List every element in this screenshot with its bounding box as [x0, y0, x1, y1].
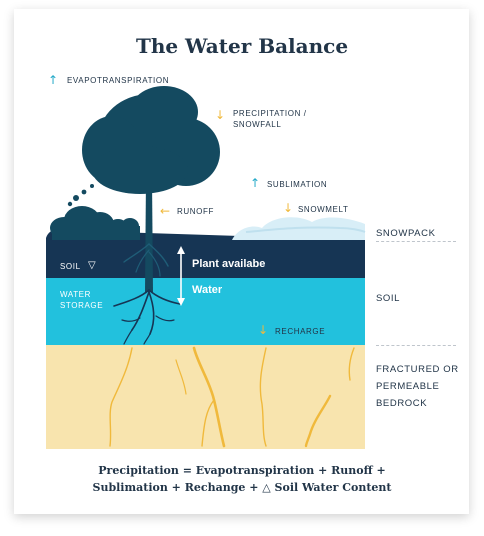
bedrock-fractures — [109, 346, 355, 448]
arrow-up-icon: ↑ — [250, 176, 261, 190]
soil-layer — [46, 238, 365, 278]
formula-line1: Precipitation = Evapotranspiration + Run… — [98, 464, 386, 477]
water-storage-label-line2: STORAGE — [60, 301, 104, 310]
tree-trunk — [145, 178, 153, 292]
water-label: Water — [192, 284, 223, 296]
arrow-up-icon: ↑ — [48, 73, 59, 87]
plant-available-label: Plant availabe — [192, 258, 266, 270]
divider-snowpack — [376, 241, 456, 242]
bedrock-layer — [46, 345, 365, 449]
arrow-down-icon: ↓ — [258, 323, 269, 337]
water-storage-label-line1: WATER — [60, 290, 91, 299]
tree-canopy — [82, 86, 220, 194]
recharge-label: RECHARGE — [275, 327, 326, 336]
water-storage-layer — [46, 278, 365, 345]
side-label-bedrock-line1: FRACTURED OR — [376, 364, 459, 375]
side-label-bedrock-line2: PERMEABLE — [376, 381, 440, 392]
formula-line2: Sublimation + Rechange + △ Soil Water Co… — [92, 481, 392, 494]
tree-roots — [123, 243, 169, 277]
snowmelt-label: SNOWMELT — [298, 205, 349, 214]
shrubs — [50, 184, 140, 240]
triangle-down-icon: ▽ — [88, 260, 96, 271]
side-label-bedrock-line3: BEDROCK — [376, 398, 428, 409]
arrow-down-icon: ↓ — [283, 201, 294, 215]
evapotranspiration-label: EVAPOTRANSPIRATION — [67, 76, 170, 85]
water-balance-formula: Precipitation = Evapotranspiration + Run… — [0, 462, 484, 496]
page-title: The Water Balance — [135, 34, 349, 58]
runoff-label: RUNOFF — [177, 207, 214, 216]
side-label-soil: SOIL — [376, 293, 401, 304]
sublimation-label: SUBLIMATION — [267, 180, 328, 189]
precipitation-label-line2: SNOWFALL — [233, 120, 282, 129]
arrow-left-icon: ← — [160, 204, 171, 218]
divider-soil — [376, 345, 456, 346]
arrow-down-icon: ↓ — [215, 108, 226, 122]
plant-available-water-arrow — [177, 246, 185, 306]
side-label-snowpack: SNOWPACK — [376, 228, 436, 239]
soil-label: SOIL — [60, 262, 81, 271]
precipitation-label-line1: PRECIPITATION / — [233, 109, 307, 118]
